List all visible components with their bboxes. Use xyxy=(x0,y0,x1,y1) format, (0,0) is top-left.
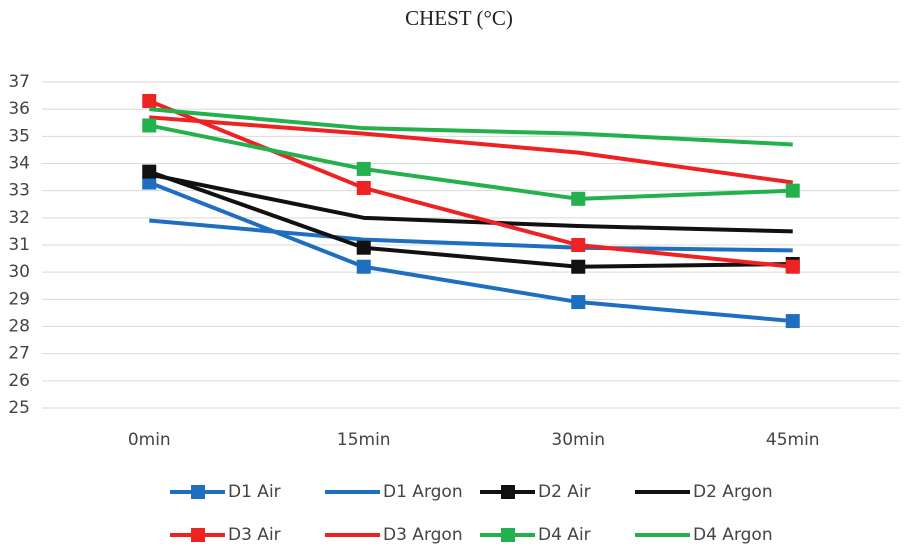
x-tick-label: 15min xyxy=(337,430,391,450)
legend-label: D4 Air xyxy=(538,525,591,545)
legend-marker xyxy=(191,485,205,499)
data-point xyxy=(356,161,371,176)
chart-title: CHEST (°C) xyxy=(405,6,513,30)
y-tick-label: 37 xyxy=(8,72,30,92)
series-line xyxy=(148,172,793,234)
data-point xyxy=(142,118,157,133)
legend-marker xyxy=(501,485,515,499)
data-point xyxy=(142,175,157,190)
data-point xyxy=(785,259,800,274)
legend-label: D3 Air xyxy=(228,525,281,545)
data-point xyxy=(571,295,586,310)
x-tick-label: 45min xyxy=(766,430,820,450)
data-point xyxy=(571,191,586,206)
legend-label: D3 Argon xyxy=(383,525,463,545)
x-tick-label: 30min xyxy=(551,430,605,450)
data-point xyxy=(571,259,586,274)
legend-label: D2 Argon xyxy=(693,482,773,502)
x-tick-label: 0min xyxy=(128,430,171,450)
series-line xyxy=(148,99,793,269)
y-tick-label: 25 xyxy=(8,398,30,418)
data-point xyxy=(356,240,371,255)
legend-marker xyxy=(191,528,205,542)
legend-label: D2 Air xyxy=(538,482,591,502)
y-tick-label: 32 xyxy=(8,208,30,228)
data-point xyxy=(785,183,800,198)
series-line xyxy=(149,218,793,253)
series-line xyxy=(149,115,794,185)
series-line xyxy=(148,123,793,201)
series-line xyxy=(149,107,793,147)
y-tick-label: 27 xyxy=(8,344,30,364)
y-tick-label: 30 xyxy=(8,262,30,282)
data-point xyxy=(142,94,157,109)
y-tick-label: 29 xyxy=(8,289,30,309)
y-tick-label: 35 xyxy=(8,126,30,146)
series-line xyxy=(148,169,793,269)
legend-label: D4 Argon xyxy=(693,525,773,545)
legend-label: D1 Air xyxy=(228,482,281,502)
y-tick-label: 36 xyxy=(8,99,30,119)
y-tick-label: 31 xyxy=(8,235,30,255)
legend-label: D1 Argon xyxy=(383,482,463,502)
data-point xyxy=(356,259,371,274)
y-tick-label: 33 xyxy=(8,181,30,201)
data-point xyxy=(785,314,800,329)
series-line xyxy=(148,180,793,324)
data-point xyxy=(356,180,371,195)
legend-marker xyxy=(501,528,515,542)
data-point xyxy=(571,238,586,252)
y-tick-label: 34 xyxy=(8,154,30,174)
y-tick-label: 28 xyxy=(8,317,30,337)
y-tick-label: 26 xyxy=(8,371,30,391)
